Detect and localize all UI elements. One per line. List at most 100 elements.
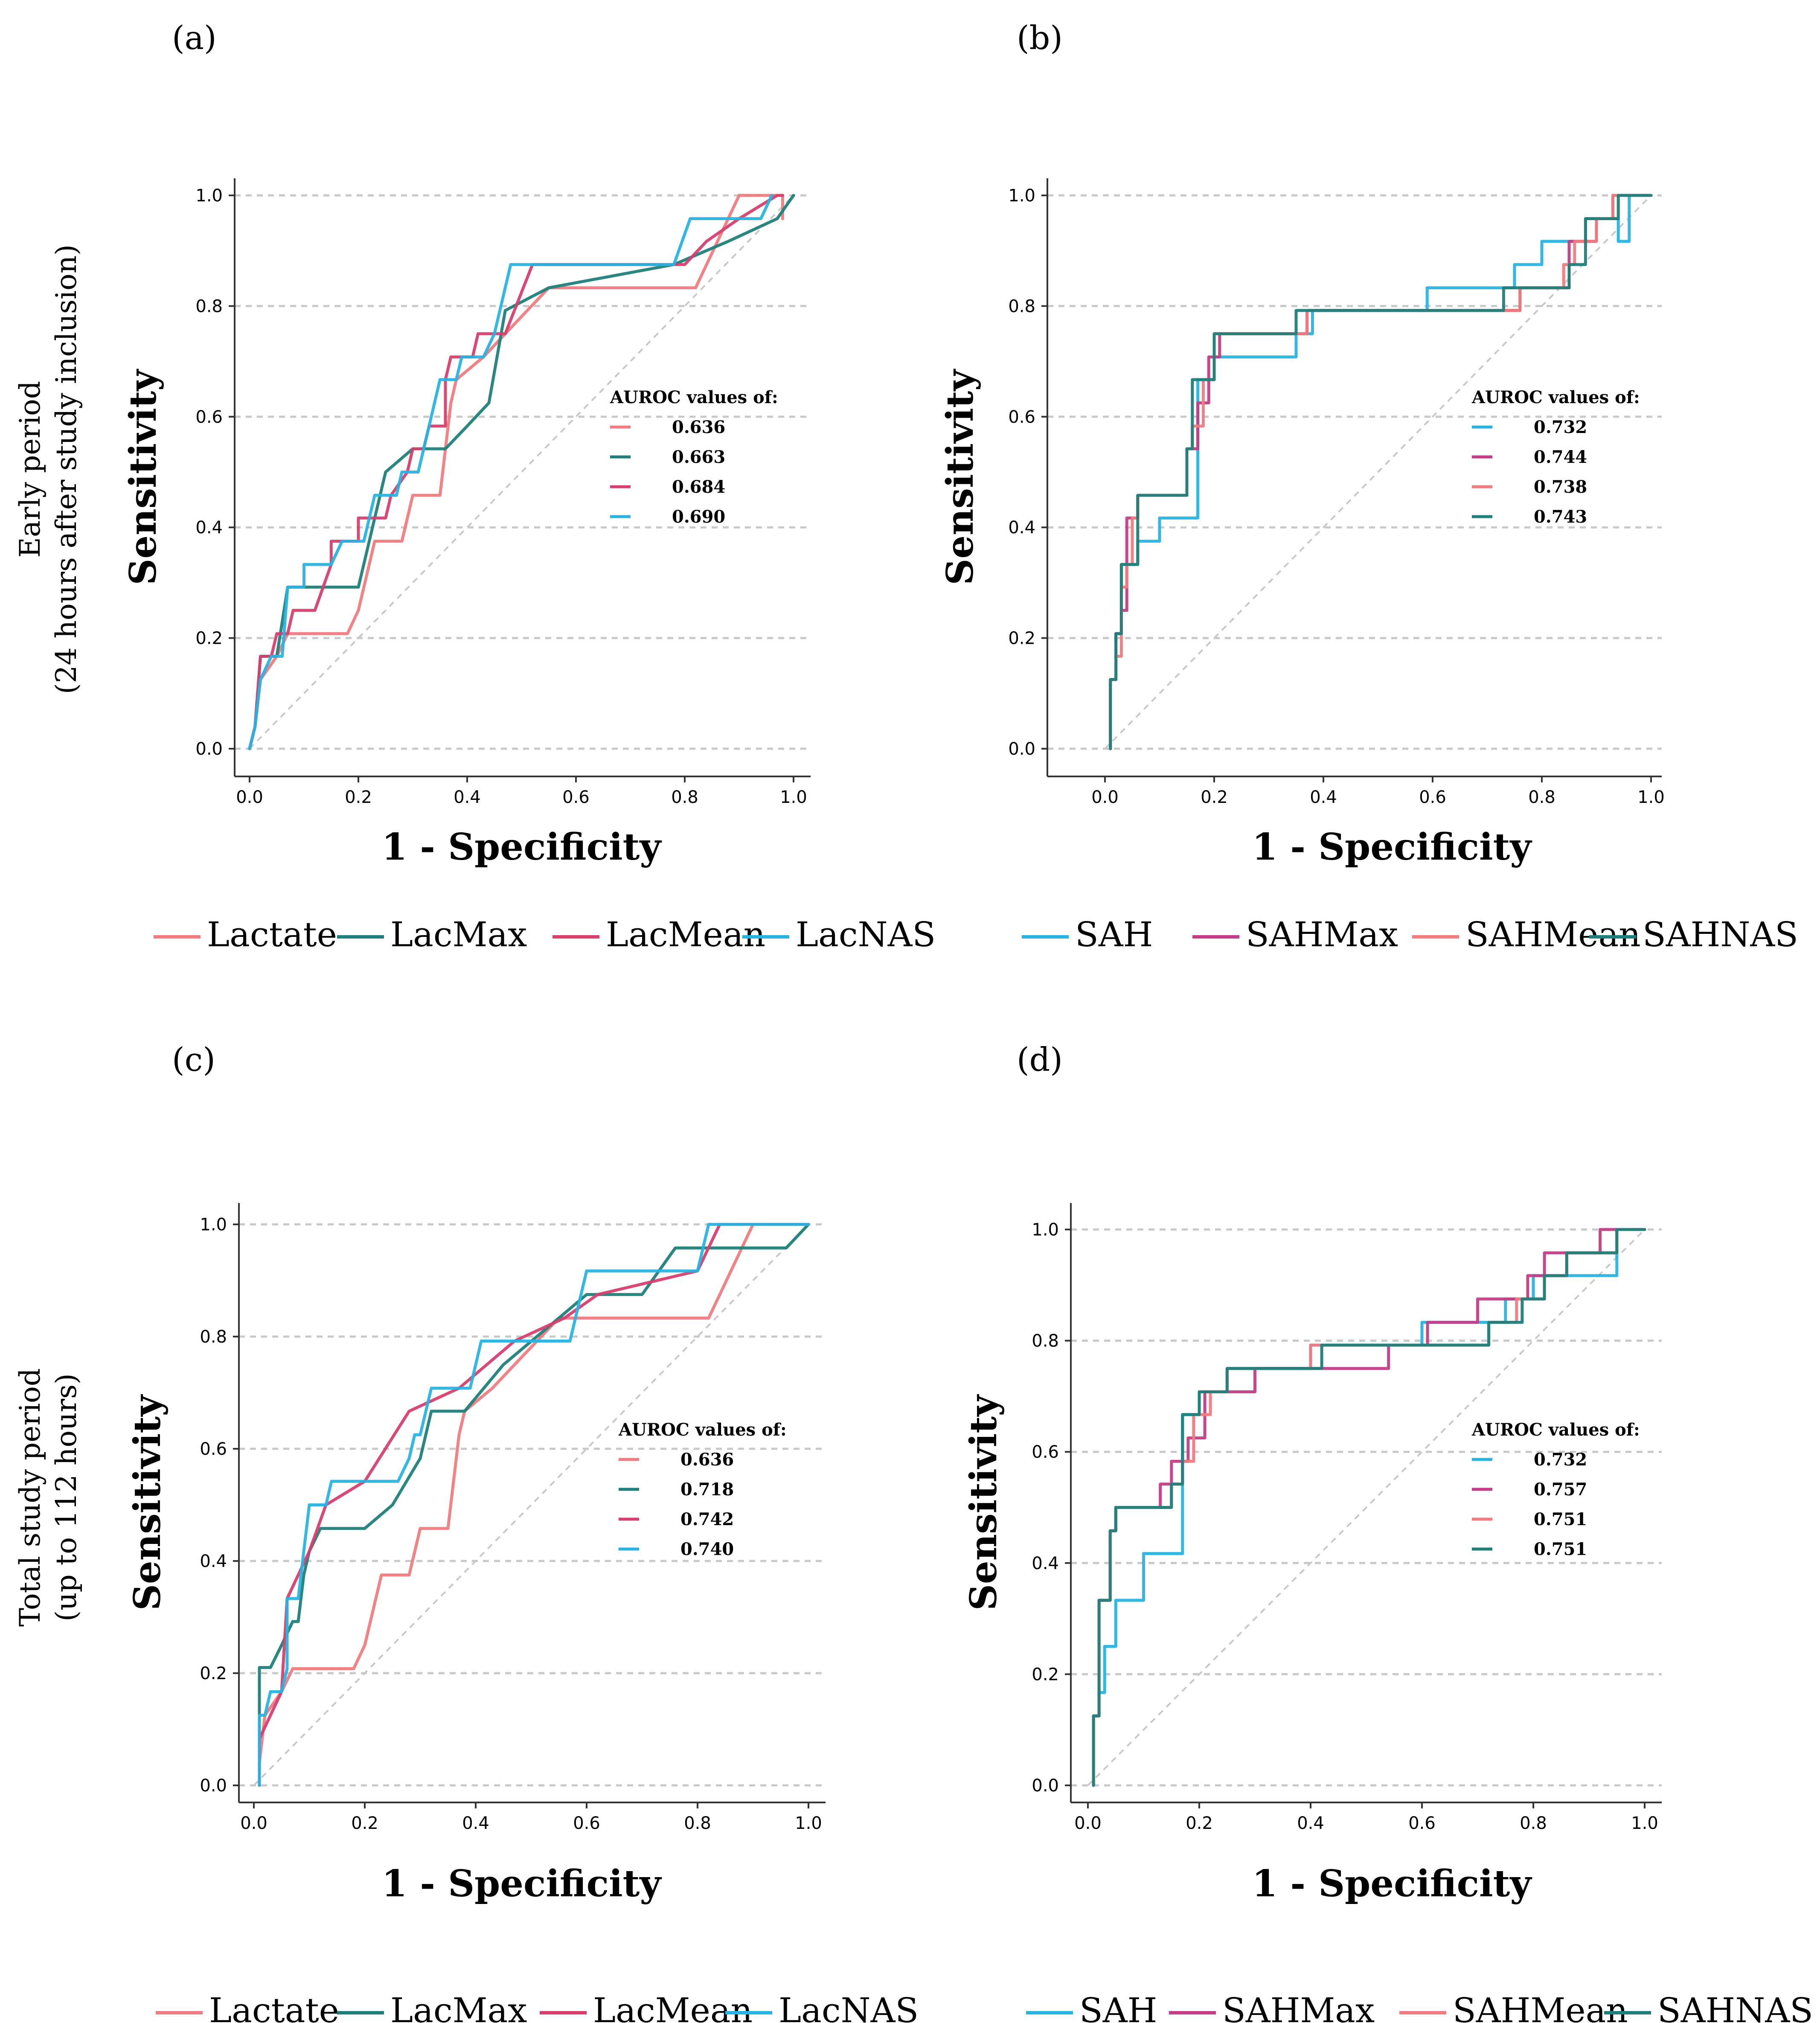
legend-label: LacNAS [796, 915, 936, 954]
legend-label: LacNAS [779, 1991, 919, 2023]
legend-label: Lactate [207, 915, 337, 954]
y-axis-title: Sensitivity [126, 1394, 169, 1610]
x-tick-label: 0.2 [1186, 1814, 1213, 1833]
x-tick-label: 0.4 [1310, 788, 1337, 807]
legend-label: SAHMean [1453, 1991, 1628, 2023]
x-tick-label: 0.2 [345, 788, 372, 807]
y-tick-label: 1.0 [1008, 186, 1035, 206]
x-tick-label: 0.4 [454, 788, 481, 807]
x-tick-label: 0.8 [1528, 788, 1555, 807]
roc-line-lacmean [248, 194, 784, 750]
series-legend: Lactate LacMax LacMean LacNAS [154, 915, 936, 954]
panel-label: (a) [172, 19, 217, 57]
legend-label: SAHNAS [1643, 915, 1798, 954]
y-axis-title: Sensitivity [962, 1394, 1005, 1610]
x-tick-label: 0.0 [240, 1814, 267, 1833]
y-tick-label: 0.0 [200, 1776, 227, 1796]
row-label-total-line2: (up to 112 hours) [50, 1373, 83, 1622]
x-tick-label: 0.6 [1408, 1814, 1436, 1833]
x-axis-title: 1 - Specificity [382, 825, 663, 869]
auroc-value: 0.684 [672, 477, 725, 497]
auroc-value: 0.743 [1534, 507, 1587, 527]
x-tick-label: 0.4 [462, 1814, 489, 1833]
legend-label: LacMax [390, 1991, 527, 2023]
series-legend: SAH SAHMax SAHMean SAHNAS [1022, 915, 1798, 954]
y-tick-label: 1.0 [200, 1215, 227, 1235]
y-tick-label: 0.8 [200, 1327, 227, 1347]
auroc-title: AUROC values of: [1471, 387, 1640, 407]
series-legend: Lactate LacMax LacMean LacNAS [156, 1991, 919, 2023]
y-tick-label: 0.0 [195, 739, 223, 759]
auroc-value: 0.732 [1534, 417, 1587, 437]
auroc-value: 0.751 [1534, 1509, 1587, 1529]
auroc-legend: AUROC values of: 0.636 0.718 0.742 0.740 [618, 1420, 787, 1559]
auroc-value: 0.740 [680, 1539, 734, 1559]
y-tick-label: 0.4 [195, 518, 223, 538]
y-tick-label: 0.8 [1008, 296, 1035, 316]
x-tick-label: 0.6 [562, 788, 590, 807]
x-axis-title: 1 - Specificity [1252, 825, 1533, 869]
y-tick-label: 0.0 [1008, 739, 1035, 759]
x-axis-title: 1 - Specificity [1252, 1862, 1533, 1905]
x-tick-label: 0.8 [684, 1814, 711, 1833]
legend-label: LacMax [390, 915, 527, 954]
x-tick-label: 1.0 [1631, 1814, 1658, 1833]
legend-label: SAH [1079, 1991, 1157, 2023]
y-tick-label: 0.2 [200, 1664, 227, 1683]
x-tick-label: 0.0 [1091, 788, 1119, 807]
legend-label: LacMean [606, 915, 765, 954]
y-tick-label: 0.2 [195, 629, 223, 648]
y-tick-label: 0.2 [1032, 1665, 1059, 1684]
y-tick-label: 0.4 [1032, 1554, 1059, 1573]
reference-diagonal [253, 1224, 809, 1786]
x-tick-label: 0.6 [1419, 788, 1446, 807]
y-tick-label: 0.8 [1032, 1331, 1059, 1351]
reference-diagonal [249, 195, 794, 750]
roc-panel-a: (a) 0.0 0.2 0.4 0.6 0.8 1.0 0.0 0.2 0.4 0.6 0.8 1.0 S… [122, 19, 936, 954]
roc-panel-b: (b) 0.0 0.2 0.4 0.6 0.8 1.0 0.0 0.2 0.4 0.6 0.8 1.0 S… [939, 19, 1798, 954]
auroc-title: AUROC values of: [610, 387, 778, 407]
auroc-value: 0.751 [1534, 1539, 1587, 1559]
row-label-total-line1: Total study period [14, 1368, 47, 1627]
auroc-value: 0.738 [1534, 477, 1587, 497]
legend-label: SAHMax [1246, 915, 1398, 954]
x-tick-label: 0.4 [1297, 1814, 1324, 1833]
x-tick-label: 0.2 [1201, 788, 1228, 807]
auroc-title: AUROC values of: [1471, 1420, 1640, 1440]
roc-panel-c: (c) 0.0 0.2 0.4 0.6 0.8 1.0 0.0 0.2 0.4 0.6 0.8 1.0 S… [126, 1041, 919, 2023]
auroc-value: 0.690 [672, 507, 725, 527]
y-tick-label: 1.0 [195, 186, 223, 206]
y-tick-label: 0.6 [1032, 1442, 1059, 1462]
panel-label: (b) [1017, 19, 1063, 57]
reference-diagonal [1087, 1229, 1646, 1786]
roc-line-sahnas [1092, 1228, 1646, 1787]
y-tick-label: 0.8 [195, 296, 223, 316]
legend-label: LacMean [593, 1991, 753, 2023]
y-tick-label: 0.2 [1008, 629, 1035, 648]
x-tick-label: 1.0 [780, 788, 807, 807]
row-label-early-line2: (24 hours after study inclusion) [50, 244, 83, 694]
roc-line-lactate [248, 194, 784, 750]
auroc-value: 0.732 [1534, 1450, 1587, 1470]
y-tick-label: 0.6 [195, 407, 223, 427]
auroc-value: 0.636 [680, 1450, 734, 1470]
auroc-value: 0.663 [672, 447, 725, 467]
auroc-value: 0.742 [680, 1509, 734, 1529]
x-tick-label: 0.2 [351, 1814, 378, 1833]
auroc-value: 0.636 [672, 417, 725, 437]
legend-label: SAH [1075, 915, 1153, 954]
y-tick-label: 0.4 [1008, 518, 1035, 538]
y-axis-title: Sensitivity [939, 368, 982, 585]
roc-line-lacnas [258, 1223, 810, 1787]
y-tick-label: 0.0 [1032, 1776, 1059, 1796]
auroc-legend: AUROC values of: 0.636 0.663 0.684 0.690 [610, 387, 778, 527]
y-tick-label: 0.4 [200, 1552, 227, 1571]
auroc-value: 0.718 [680, 1479, 734, 1500]
y-tick-label: 0.6 [200, 1439, 227, 1459]
auroc-legend: AUROC values of: 0.732 0.757 0.751 0.751 [1471, 1420, 1640, 1559]
x-tick-label: 1.0 [1637, 788, 1665, 807]
panel-label: (c) [172, 1041, 215, 1078]
auroc-value: 0.757 [1534, 1479, 1587, 1500]
y-tick-label: 0.6 [1008, 407, 1035, 427]
